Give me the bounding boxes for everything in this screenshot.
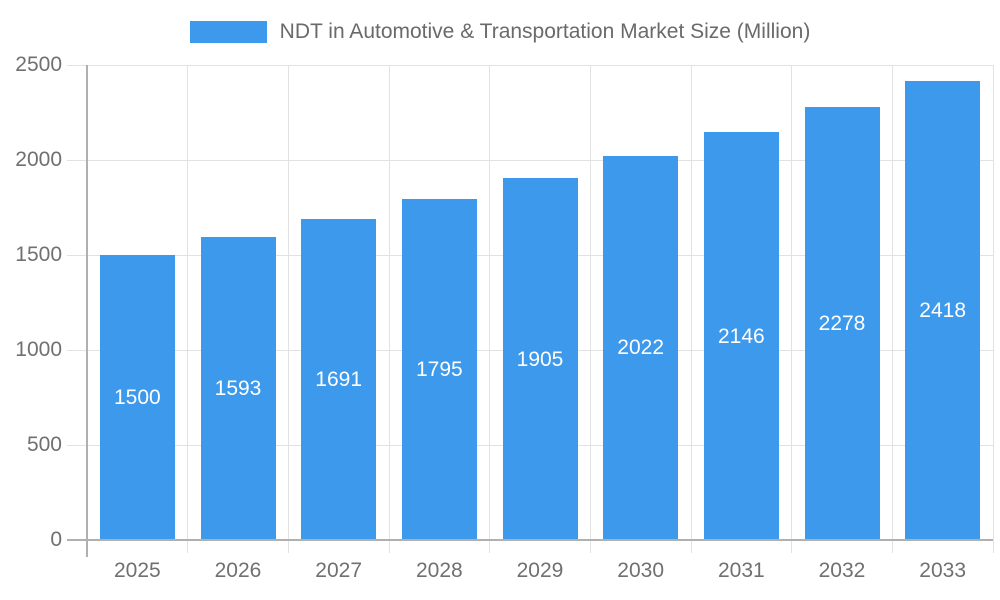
legend-swatch bbox=[189, 21, 267, 43]
legend-label: NDT in Automotive & Transportation Marke… bbox=[279, 20, 811, 43]
bar-2025: 1500 bbox=[99, 255, 175, 540]
x-axis-label: 2033 bbox=[919, 559, 967, 582]
gridline-horizontal bbox=[67, 64, 993, 66]
bar-value-label: 2146 bbox=[717, 324, 765, 348]
gridline-vertical bbox=[690, 65, 692, 553]
y-axis-labels: 0 500 1000 1500 2000 2500 bbox=[0, 53, 62, 551]
gridline-vertical bbox=[589, 65, 591, 553]
gridline-vertical bbox=[791, 65, 793, 553]
gridline-vertical bbox=[891, 65, 893, 553]
bar-2027: 1691 bbox=[301, 218, 377, 540]
y-axis-label: 500 bbox=[26, 433, 62, 456]
x-axis-label: 2025 bbox=[113, 559, 161, 582]
x-axis-label: 2027 bbox=[315, 559, 363, 582]
bar-2031: 2146 bbox=[703, 132, 779, 540]
bar-2028: 1795 bbox=[401, 198, 477, 540]
bar-2033: 2418 bbox=[905, 80, 981, 540]
gridline-vertical bbox=[992, 65, 994, 553]
y-axis-label: 2500 bbox=[15, 53, 62, 76]
x-axis-label: 2030 bbox=[617, 559, 665, 582]
bar-2030: 2022 bbox=[603, 155, 679, 540]
x-axis-label: 2029 bbox=[516, 559, 564, 582]
bar-value-label: 1795 bbox=[415, 357, 463, 381]
y-axis-label: 2000 bbox=[15, 148, 62, 171]
bar-value-label: 1500 bbox=[113, 386, 161, 409]
x-axis-label: 2028 bbox=[415, 559, 463, 582]
bar-value-label: 2418 bbox=[919, 298, 967, 322]
x-axis-label: 2032 bbox=[818, 559, 866, 582]
bar-value-label: 2278 bbox=[818, 312, 866, 336]
bar-2026: 1593 bbox=[200, 237, 276, 540]
gridline-vertical bbox=[489, 65, 491, 553]
bar-2029: 1905 bbox=[502, 178, 578, 540]
gridline-horizontal bbox=[67, 159, 993, 161]
bar-value-label: 2022 bbox=[617, 336, 665, 360]
y-axis-label: 0 bbox=[50, 528, 62, 551]
y-axis-line bbox=[86, 65, 88, 557]
legend[interactable]: NDT in Automotive & Transportation Marke… bbox=[0, 19, 1000, 45]
gridline-vertical bbox=[388, 65, 390, 553]
bar-2032: 2278 bbox=[804, 107, 880, 540]
y-axis-label: 1000 bbox=[15, 338, 62, 361]
gridline-vertical bbox=[287, 65, 289, 553]
y-axis-label: 1500 bbox=[15, 243, 62, 266]
bar-value-label: 1593 bbox=[214, 377, 262, 401]
x-axis-label: 2026 bbox=[214, 559, 262, 582]
bar-value-label: 1905 bbox=[516, 347, 564, 371]
bar-value-label: 1691 bbox=[315, 367, 363, 391]
x-axis-label: 2031 bbox=[717, 559, 765, 582]
x-axis-line bbox=[67, 539, 993, 541]
gridline-vertical bbox=[187, 65, 189, 553]
plot-area: 1500 1593 1691 1795 1905 2022 2146 2278 2418 2025… bbox=[67, 64, 994, 582]
